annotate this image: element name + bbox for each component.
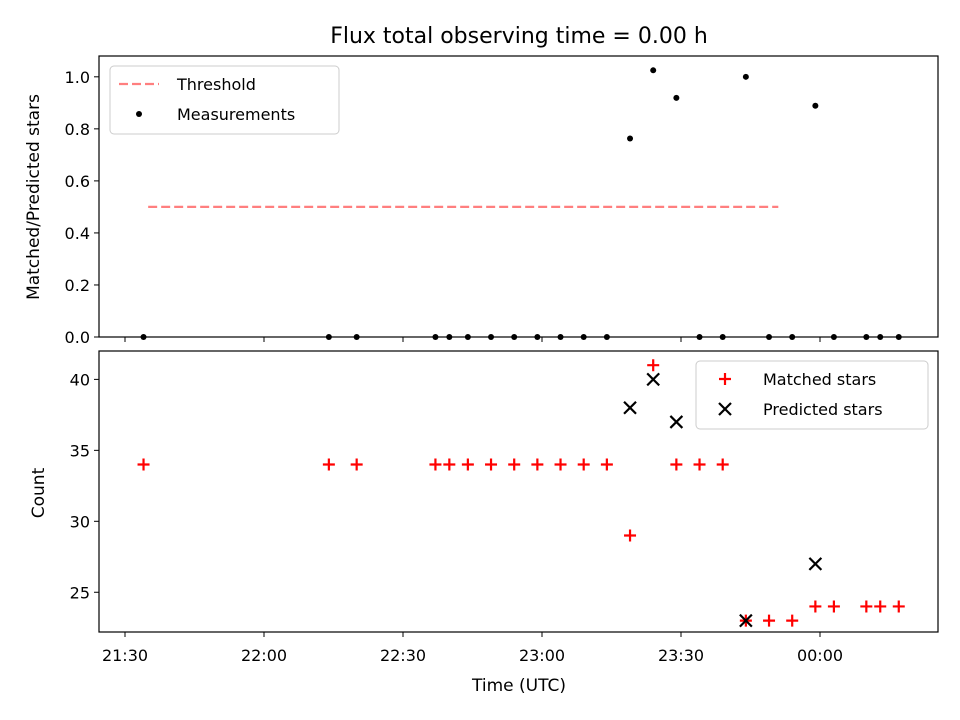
matched-stars-point <box>763 614 776 627</box>
predicted-stars-point <box>623 400 637 415</box>
bottom-y-tick-label: 25 <box>70 583 90 602</box>
matched-stars-point <box>577 458 590 471</box>
matched-stars-point <box>485 458 498 471</box>
legend-entry-label: Measurements <box>177 105 295 124</box>
x-tick-label: 21:30 <box>102 646 148 665</box>
x-tick-label: 23:00 <box>519 646 565 665</box>
matched-stars-point <box>892 600 905 613</box>
legend-entry-label: Threshold <box>176 75 256 94</box>
top-y-tick-label: 0.6 <box>65 172 90 191</box>
top-axes-frame <box>98 55 939 338</box>
matched-stars-point <box>693 458 706 471</box>
matched-stars-point <box>600 458 613 471</box>
predicted-stars-point <box>669 415 684 429</box>
top-legend <box>109 65 340 135</box>
predicted-stars-point <box>646 372 660 387</box>
measurement-point <box>627 135 634 142</box>
predicted-stars-point <box>739 613 753 628</box>
matched-stars-point <box>429 458 442 471</box>
top-y-tick-label: 1.0 <box>65 68 90 87</box>
legend-entry-label: Predicted stars <box>763 400 883 419</box>
top-y-tick-label: 0.2 <box>65 276 90 295</box>
matched-stars-point <box>670 458 683 471</box>
matched-stars-point <box>874 600 887 613</box>
bottom-legend <box>695 360 929 430</box>
matched-stars-point <box>786 614 799 627</box>
bottom-panel: 25 30 35 40 21:30 22:00 22:30 23:00 23:30 00:00 Ma… <box>70 350 939 665</box>
measurement-point <box>812 102 819 109</box>
predicted-stars-point <box>808 557 823 571</box>
bottom-y-tick-label: 30 <box>70 512 90 531</box>
legend-measurements-swatch <box>136 111 142 117</box>
matched-stars-point <box>827 600 840 613</box>
top-y-tick-label: 0.4 <box>65 224 90 243</box>
x-tick-label: 00:00 <box>797 646 843 665</box>
bottom-y-axis-label: Count <box>29 467 49 518</box>
matched-stars-point <box>137 458 150 471</box>
matched-stars-point <box>350 458 363 471</box>
matched-stars-point <box>461 458 474 471</box>
bottom-axes-frame <box>98 350 939 633</box>
bottom-y-tick-label: 35 <box>70 441 90 460</box>
bottom-y-tick-label: 40 <box>70 370 90 389</box>
matched-stars-point <box>554 458 567 471</box>
top-panel: 0.0 0.2 0.4 0.6 0.8 1.0 Threshold Measurements <box>65 55 939 347</box>
top-y-tick-label: 0.0 <box>65 328 90 347</box>
matched-stars-point <box>647 359 660 372</box>
top-y-axis-label: Matched/Predicted stars <box>24 94 44 300</box>
x-tick-label: 22:00 <box>241 646 287 665</box>
x-tick-label: 22:30 <box>380 646 426 665</box>
measurement-point <box>742 73 749 80</box>
top-y-tick-label: 0.8 <box>65 120 90 139</box>
x-tick-label: 23:30 <box>658 646 704 665</box>
matched-stars-point <box>716 458 729 471</box>
legend-entry-label: Matched stars <box>763 370 876 389</box>
legend-matched-stars-swatch <box>719 373 731 385</box>
chart-title: Flux total observing time = 0.00 h <box>330 24 708 49</box>
matched-stars-point <box>809 600 822 613</box>
measurement-point <box>673 94 680 101</box>
matched-stars-point <box>508 458 521 471</box>
matched-stars-point <box>860 600 873 613</box>
matched-stars-point <box>322 458 335 471</box>
matched-stars-point <box>443 458 456 471</box>
matched-stars-point <box>531 458 544 471</box>
x-axis-label: Time (UTC) <box>471 676 566 696</box>
legend-predicted-stars-swatch <box>718 402 732 416</box>
measurement-point <box>650 67 657 74</box>
matched-stars-point <box>624 529 637 542</box>
